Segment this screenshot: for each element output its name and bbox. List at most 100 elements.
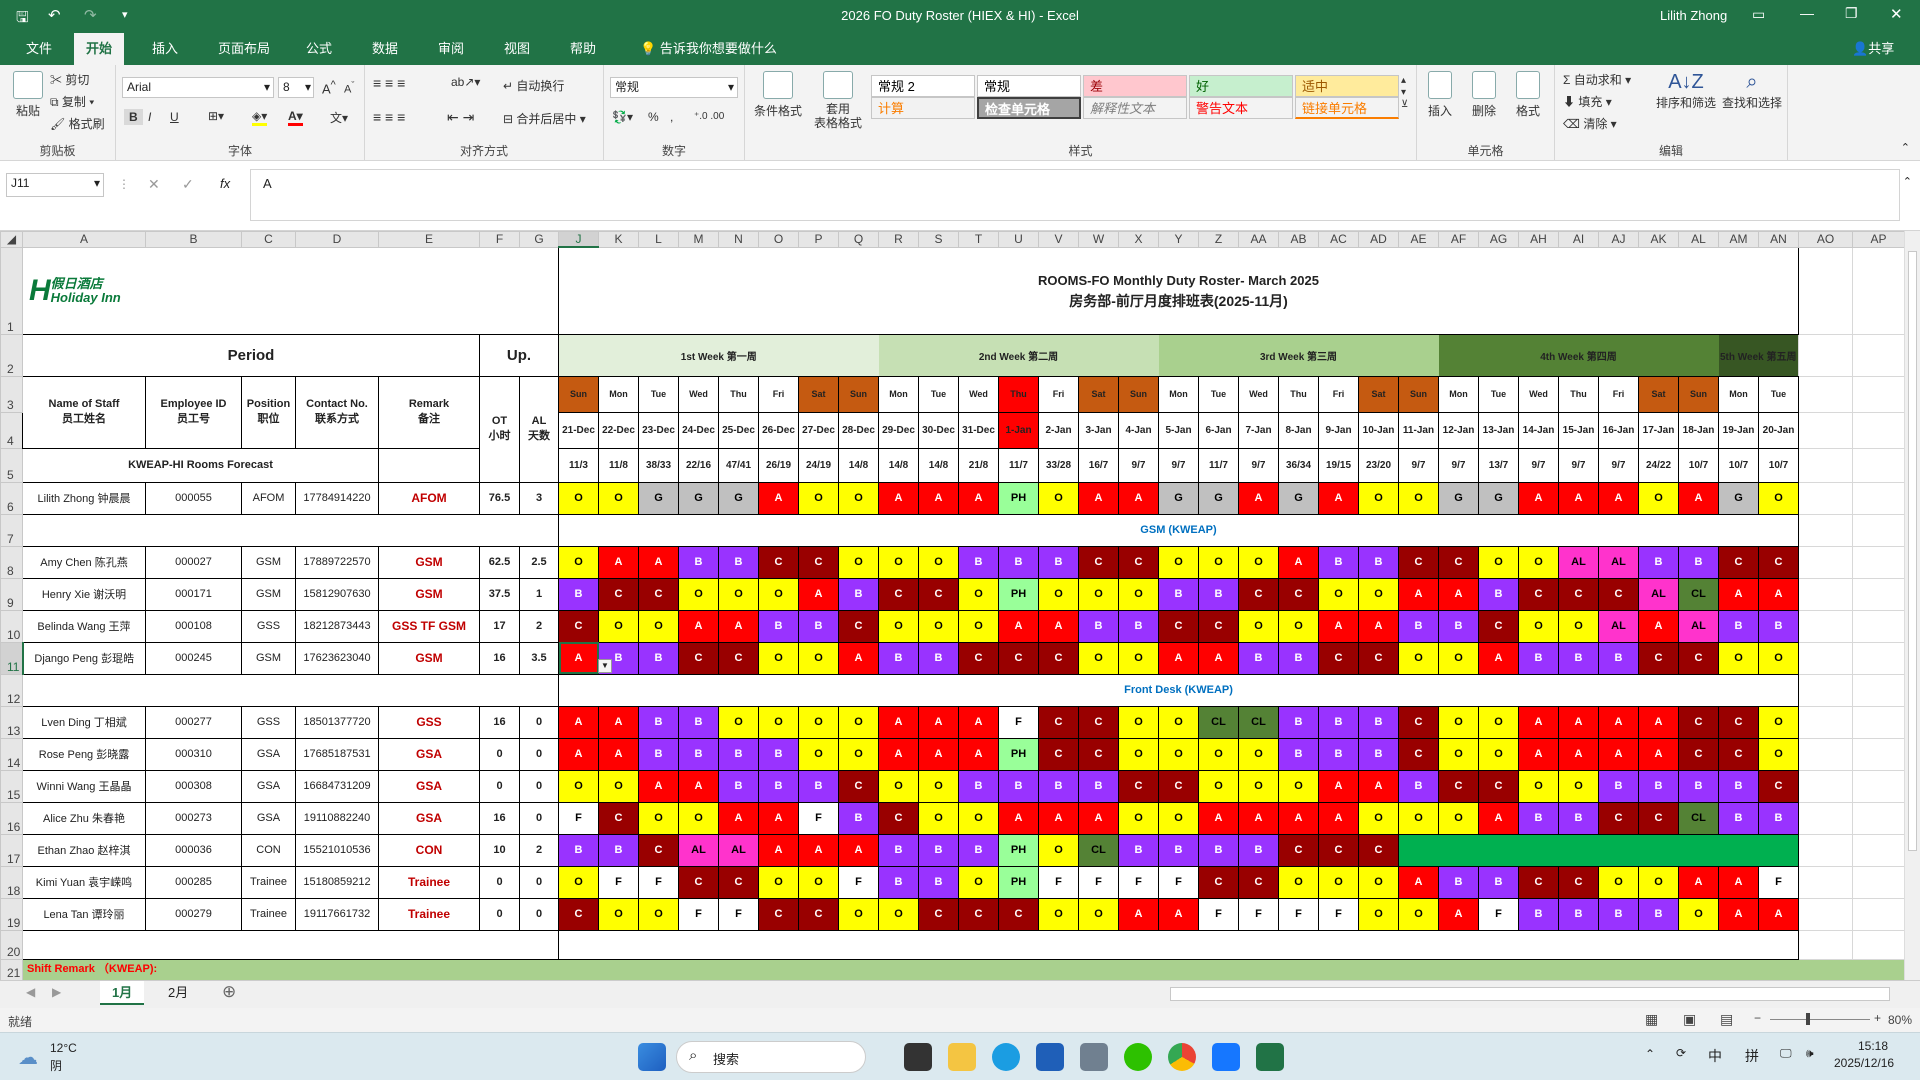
ot-hours[interactable]: 10 bbox=[479, 833, 520, 867]
borders-icon[interactable]: ⊞▾ bbox=[208, 109, 225, 123]
contact-number[interactable]: 15812907630 bbox=[295, 577, 379, 611]
shift-cell[interactable]: B bbox=[558, 833, 599, 867]
tab-0[interactable]: 文件 bbox=[26, 41, 53, 56]
cell-style-4[interactable]: 适中 bbox=[1295, 75, 1399, 97]
shift-cell[interactable]: O bbox=[918, 609, 959, 643]
shift-cell[interactable]: O bbox=[638, 897, 679, 931]
shift-cell[interactable]: C bbox=[958, 897, 999, 931]
task-view-icon[interactable] bbox=[904, 1043, 932, 1071]
column-header-R[interactable]: R bbox=[878, 231, 919, 248]
shift-cell[interactable]: B bbox=[638, 705, 679, 739]
shift-cell[interactable]: B bbox=[918, 833, 959, 867]
cell[interactable] bbox=[1852, 769, 1905, 803]
clock-date[interactable]: 2025/12/16 bbox=[1834, 1056, 1895, 1070]
remark[interactable]: GSA bbox=[378, 737, 480, 771]
shift-cell[interactable]: B bbox=[1758, 801, 1799, 835]
shift-cell[interactable]: B bbox=[1598, 769, 1639, 803]
shift-cell[interactable]: C bbox=[998, 897, 1039, 931]
column-header-AI[interactable]: AI bbox=[1558, 231, 1599, 248]
al-days[interactable]: 3 bbox=[519, 481, 559, 515]
employee-id[interactable]: 000027 bbox=[145, 545, 242, 579]
shift-cell[interactable]: B bbox=[878, 833, 919, 867]
font-color-icon[interactable]: A▾ bbox=[288, 109, 303, 126]
shift-cell[interactable]: G bbox=[1198, 481, 1239, 515]
row-header-12[interactable]: 12 bbox=[0, 673, 23, 707]
indent-icon[interactable]: ⇤ ⇥ bbox=[447, 109, 475, 125]
shift-cell[interactable]: O bbox=[1118, 577, 1159, 611]
shift-cell[interactable]: A bbox=[1158, 641, 1199, 675]
position[interactable]: GSM bbox=[241, 545, 296, 579]
contact-number[interactable]: 16684731209 bbox=[295, 769, 379, 803]
font-size-select[interactable]: 8 ▾ bbox=[278, 77, 314, 98]
cell-style-6[interactable]: 检查单元格 bbox=[977, 97, 1081, 119]
start-icon[interactable] bbox=[638, 1043, 666, 1071]
shift-cell[interactable]: B bbox=[598, 833, 639, 867]
shift-cell[interactable]: A bbox=[1718, 897, 1759, 931]
cell[interactable] bbox=[1852, 375, 1905, 413]
shift-cell[interactable]: B bbox=[1358, 705, 1399, 739]
row-header-14[interactable]: 14 bbox=[0, 737, 23, 771]
row-header-5[interactable]: 5 bbox=[0, 447, 23, 483]
decrease-font-icon[interactable]: Aˇ bbox=[344, 80, 355, 96]
shift-cell[interactable]: O bbox=[878, 609, 919, 643]
row-header-4[interactable]: 4 bbox=[0, 411, 23, 449]
vertical-scrollbar[interactable] bbox=[1904, 231, 1920, 980]
shift-cell[interactable]: A bbox=[638, 769, 679, 803]
shift-cell[interactable]: C bbox=[1358, 833, 1399, 867]
shift-cell[interactable]: A bbox=[998, 609, 1039, 643]
tab-3[interactable]: 页面布局 bbox=[218, 41, 271, 56]
shift-cell[interactable]: F bbox=[558, 801, 599, 835]
shift-cell[interactable]: B bbox=[1038, 545, 1079, 579]
shift-cell[interactable]: A bbox=[1398, 865, 1439, 899]
shift-cell[interactable]: A bbox=[1318, 801, 1359, 835]
cell[interactable] bbox=[1852, 333, 1905, 377]
contact-number[interactable]: 18501377720 bbox=[295, 705, 379, 739]
cell-style-9[interactable]: 链接单元格 bbox=[1295, 97, 1399, 119]
number-format-select[interactable]: 常规 ▾ bbox=[610, 77, 738, 98]
sync-icon[interactable]: ⟳ bbox=[1676, 1046, 1687, 1060]
column-header-N[interactable]: N bbox=[718, 231, 759, 248]
ot-hours[interactable]: 0 bbox=[479, 865, 520, 899]
decimal-icon[interactable]: ⁺.0 .00 bbox=[694, 111, 725, 122]
column-header-AE[interactable]: AE bbox=[1398, 231, 1439, 248]
shift-cell[interactable]: O bbox=[1158, 545, 1199, 579]
shift-cell[interactable]: C bbox=[798, 545, 839, 579]
increase-font-icon[interactable]: A^ bbox=[322, 79, 336, 97]
shift-cell[interactable]: O bbox=[838, 545, 879, 579]
cell-style-3[interactable]: 好 bbox=[1189, 75, 1293, 97]
shift-cell[interactable]: O bbox=[1718, 641, 1759, 675]
al-days[interactable]: 2 bbox=[519, 833, 559, 867]
paste-button[interactable]: 粘贴 bbox=[4, 71, 52, 119]
taskbar-search[interactable]: ⌕ 搜索 bbox=[676, 1041, 866, 1073]
filled-cell[interactable] bbox=[1398, 833, 1799, 867]
column-header-AM[interactable]: AM bbox=[1718, 231, 1759, 248]
position[interactable]: GSA bbox=[241, 737, 296, 771]
column-header-U[interactable]: U bbox=[998, 231, 1039, 248]
shift-cell[interactable]: B bbox=[638, 641, 679, 675]
shift-cell[interactable]: B bbox=[918, 865, 959, 899]
staff-name[interactable]: Rose Peng 彭晓露 bbox=[22, 737, 146, 771]
shift-cell[interactable]: C bbox=[1638, 641, 1679, 675]
shift-cell[interactable]: O bbox=[918, 545, 959, 579]
shift-cell[interactable]: B bbox=[718, 545, 759, 579]
shift-cell[interactable]: O bbox=[598, 897, 639, 931]
contact-number[interactable]: 19117661732 bbox=[295, 897, 379, 931]
row-header-10[interactable]: 10 bbox=[0, 609, 23, 643]
shift-cell[interactable]: A bbox=[558, 737, 599, 771]
cell[interactable] bbox=[1798, 897, 1853, 931]
format-painter-button[interactable]: 🖌 格式刷 bbox=[50, 117, 105, 131]
employee-id[interactable]: 000277 bbox=[145, 705, 242, 739]
shift-cell[interactable]: B bbox=[558, 577, 599, 611]
cell[interactable] bbox=[1798, 833, 1853, 867]
staff-name[interactable]: Henry Xie 谢沃明 bbox=[22, 577, 146, 611]
remark[interactable]: GSM bbox=[378, 545, 480, 579]
shift-cell[interactable]: O bbox=[558, 865, 599, 899]
shift-cell[interactable]: O bbox=[1678, 897, 1719, 931]
column-header-AO[interactable]: AO bbox=[1798, 231, 1853, 248]
shift-cell[interactable]: A bbox=[1558, 705, 1599, 739]
shift-cell[interactable]: O bbox=[1438, 737, 1479, 771]
shift-cell[interactable]: O bbox=[598, 609, 639, 643]
shift-cell[interactable]: A bbox=[1318, 769, 1359, 803]
add-sheet-icon[interactable]: ⊕ bbox=[222, 982, 237, 1001]
shift-cell[interactable]: CL bbox=[1238, 705, 1279, 739]
